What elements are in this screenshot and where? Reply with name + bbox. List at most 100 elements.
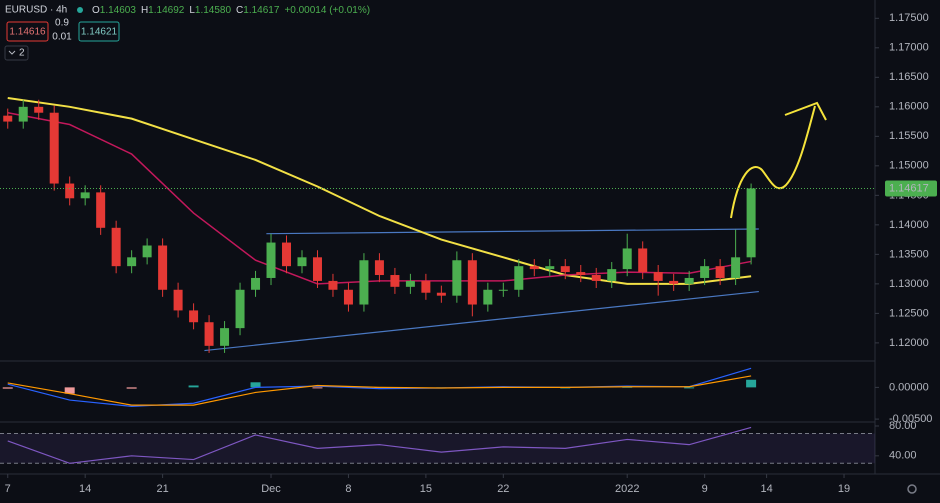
candle-body (715, 266, 725, 278)
candle-body (374, 260, 384, 276)
x-tick-label: 15 (420, 483, 432, 495)
buy-box[interactable] (78, 21, 120, 42)
candle-body (18, 106, 28, 122)
trend-line (204, 290, 759, 352)
x-tick-label: 14 (760, 483, 772, 495)
ohlc-value: 1.14580 (195, 5, 232, 16)
candle-body (266, 242, 276, 278)
macd-histogram (250, 382, 261, 388)
y-tick-label: 1.17000 (889, 42, 929, 54)
ohlc-legend: O1.14603 H1.14692 L1.14580 C1.14617 +0.00014… (92, 5, 370, 16)
spread: 0.9 (55, 18, 69, 29)
macd-histogram (312, 387, 323, 389)
macd-line (7, 367, 752, 408)
x-tick-label: 22 (497, 483, 509, 495)
candle-body (49, 112, 59, 184)
buy-price[interactable]: 1.14621 (81, 27, 118, 38)
header: EURUSD · 4h O1.14603 H1.14692 L1.14580 C1.1… (4, 5, 370, 61)
macd-line (7, 375, 752, 406)
candle-body (189, 310, 199, 323)
y-tick-label: 1.13000 (889, 278, 929, 290)
candle-body (467, 260, 477, 305)
x-tick-label: 14 (79, 483, 91, 495)
candle-body (638, 248, 648, 273)
candle-body (204, 322, 214, 346)
macd-histogram (188, 385, 199, 388)
candle-body (220, 328, 230, 346)
candle-body (65, 183, 75, 199)
candle-body (173, 289, 183, 311)
ohlc-key: L (189, 5, 195, 16)
candle-body (34, 106, 44, 113)
candle-body (653, 272, 663, 281)
candle-body (111, 227, 121, 267)
candle-body (684, 277, 694, 284)
candle-body (452, 260, 462, 296)
sell-price[interactable]: 1.14616 (9, 27, 46, 38)
candle-body (405, 280, 415, 287)
y-tick-label: 1.16500 (889, 71, 929, 83)
candle-body (746, 188, 756, 258)
candle-body (158, 245, 168, 290)
x-tick-label: 8 (345, 483, 351, 495)
y-tick-label: 1.16000 (889, 101, 929, 113)
ohlc-change: +0.00014 (+0.01%) (284, 5, 370, 16)
projection-arrow (784, 101, 827, 121)
candle-body (312, 257, 322, 281)
candle-body (498, 289, 508, 291)
candle-body (591, 275, 601, 281)
x-tick-label: 19 (838, 483, 850, 495)
candle-body (560, 266, 570, 273)
ohlc-key: C (236, 5, 243, 16)
candle-body (390, 275, 400, 287)
candle-body (669, 280, 679, 284)
x-tick-label: 7 (5, 483, 11, 495)
indicator-count[interactable]: 2 (19, 48, 25, 59)
rsi-band (0, 433, 875, 464)
sell-box[interactable] (6, 21, 49, 42)
candle-body (622, 248, 632, 270)
macd-histogram (684, 387, 695, 389)
moving-average (7, 96, 752, 285)
candle-body (282, 242, 292, 267)
candle-body (127, 257, 137, 267)
settings-icon[interactable] (907, 484, 917, 494)
indicators-toggle[interactable] (4, 45, 29, 61)
candle-body (514, 266, 524, 290)
ohlc-value: 1.14617 (243, 5, 280, 16)
ohlc-key: O (92, 5, 100, 16)
candle-body (529, 266, 539, 270)
candle-body (3, 115, 13, 122)
candle-body (235, 289, 245, 329)
last-price-label: 1.14617 (889, 182, 929, 194)
y-tick-label: 1.15000 (889, 160, 929, 172)
y-tick-label: 1.12500 (889, 307, 929, 319)
macd-histogram (746, 379, 757, 388)
symbol: EURUSD · 4h (5, 5, 67, 16)
rsi-line (7, 426, 752, 464)
candle-body (359, 260, 369, 305)
candle-body (731, 257, 741, 278)
macd-histogram (374, 387, 385, 389)
y-tick-label: 80.00 (889, 420, 917, 432)
candle-body (96, 192, 106, 228)
candle-body (545, 266, 555, 270)
y-tick-label: 1.14000 (889, 219, 929, 231)
candle-body (297, 257, 307, 267)
candle-body (80, 192, 90, 199)
candle-body (436, 292, 446, 296)
ohlc-value: 1.14692 (148, 5, 185, 16)
x-tick-label: 2022 (615, 483, 639, 495)
candle-body (251, 277, 261, 290)
x-tick-label: 9 (702, 483, 708, 495)
y-tick-label: 1.17500 (889, 12, 929, 24)
chevron (8, 50, 16, 55)
candle-body (328, 280, 338, 290)
spread: 0.01 (52, 32, 72, 43)
candle-body (607, 269, 617, 281)
x-tick-label: 21 (156, 483, 168, 495)
ohlc-key: H (141, 5, 148, 16)
